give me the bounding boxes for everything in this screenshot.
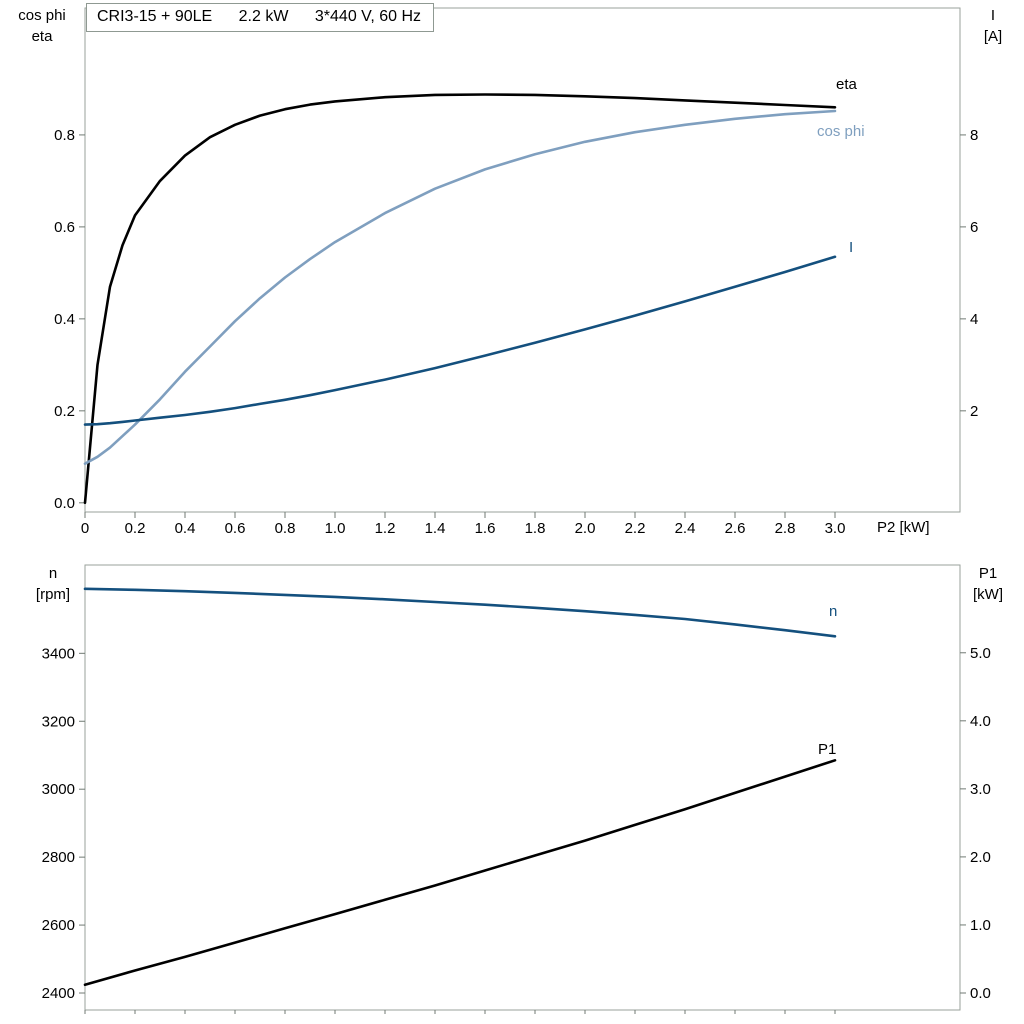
x-tick-label: 1.8 (525, 520, 546, 537)
y-tick-label-right: 4.0 (970, 713, 991, 730)
axis-label-current: I (990, 7, 996, 24)
y-tick-label-right: 0.0 (970, 985, 991, 1002)
series-speed (83, 587, 837, 638)
y-tick-label-left: 3000 (42, 781, 75, 798)
y-tick-label-left: 2400 (42, 985, 75, 1002)
series-p1 (83, 758, 837, 987)
x-tick-label: 2.2 (625, 520, 646, 537)
x-tick-label: 2.6 (725, 520, 746, 537)
x-tick-label: 3.0 (825, 520, 846, 537)
x-tick-label: 0.8 (275, 520, 296, 537)
x-tick-label: 2.4 (675, 520, 696, 537)
curve-label-p1: P1 (818, 741, 837, 758)
top-right-axis-title: I [A] (968, 5, 1018, 47)
y-tick-label-left: 0.4 (54, 311, 75, 328)
series-cos-phi (83, 109, 837, 466)
x-tick-label: 2.0 (575, 520, 596, 537)
x-tick-label: 2.8 (775, 520, 796, 537)
y-tick-label-right: 2 (970, 403, 978, 420)
y-tick-label-right: 6 (970, 219, 978, 236)
curve-label-eta: eta (836, 76, 857, 93)
plot-border (84, 7, 961, 513)
curve-label-cos-phi: cos phi (817, 123, 865, 140)
x-tick-label: 1.4 (425, 520, 446, 537)
y-tick-label-left: 2800 (42, 849, 75, 866)
axis-label-eta: eta (31, 28, 53, 45)
supply-voltage: 3*440 V, 60 Hz (314, 8, 422, 25)
y-tick-label-right: 1.0 (970, 917, 991, 934)
y-tick-label-right: 2.0 (970, 849, 991, 866)
x-axis-title: P2 [kW] (877, 519, 930, 536)
y-tick-label-left: 3400 (42, 645, 75, 662)
plot-border (84, 564, 961, 1011)
y-tick-label-left: 0.8 (54, 127, 75, 144)
chart-title-box: CRI3-15 + 90LE 2.2 kW 3*440 V, 60 Hz (86, 3, 435, 32)
motor-power: 2.2 kW (238, 8, 289, 25)
axis-label-speed: n (48, 565, 58, 582)
pump-model: CRI3-15 + 90LE (97, 8, 213, 25)
x-tick-label: 1.6 (475, 520, 496, 537)
curve-label-current: I (849, 239, 854, 256)
axis-label-p1-unit: [kW] (973, 586, 1003, 603)
y-tick-label-right: 4 (970, 311, 978, 328)
series-eta (83, 93, 837, 505)
x-tick-label: 0.4 (175, 520, 196, 537)
axis-label-p1: P1 (978, 565, 998, 582)
bottom-right-axis-title: P1 [kW] (960, 563, 1016, 605)
y-tick-label-right: 5.0 (970, 645, 991, 662)
top-left-axis-title: cos phi eta (4, 5, 80, 47)
y-tick-label-left: 0.0 (54, 495, 75, 512)
y-tick-label-left: 2600 (42, 917, 75, 934)
axis-label-cos-phi: cos phi (18, 7, 66, 24)
y-tick-label-right: 8 (970, 127, 978, 144)
y-tick-label-right: 3.0 (970, 781, 991, 798)
bottom-left-axis-title: n [rpm] (22, 563, 84, 605)
x-tick-label: 1.2 (375, 520, 396, 537)
series-current (83, 255, 837, 426)
y-tick-label-left: 0.2 (54, 403, 75, 420)
axis-label-speed-unit: [rpm] (35, 586, 71, 603)
curve-label-speed: n (829, 603, 838, 620)
x-tick-label: 1.0 (325, 520, 346, 537)
x-tick-label: 0.6 (225, 520, 246, 537)
x-tick-label: 0.2 (125, 520, 146, 537)
axis-label-current-unit: [A] (983, 28, 1003, 45)
y-tick-label-left: 3200 (42, 713, 75, 730)
x-tick-label: 0 (81, 520, 89, 537)
y-tick-label-left: 0.6 (54, 219, 75, 236)
